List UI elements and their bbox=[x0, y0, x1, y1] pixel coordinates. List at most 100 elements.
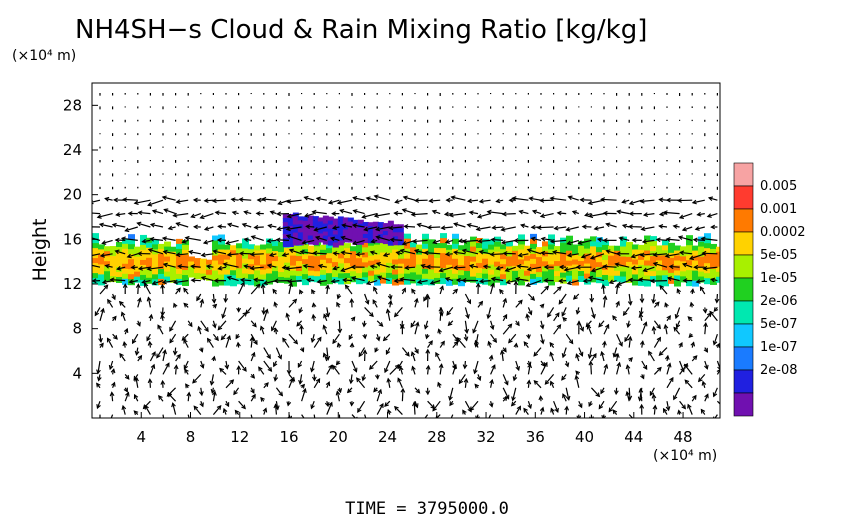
cloud-cell bbox=[322, 235, 329, 241]
wind-vector bbox=[643, 266, 655, 272]
cloud-cell bbox=[284, 267, 291, 274]
cloud-cell bbox=[530, 278, 537, 285]
wind-vector-head bbox=[446, 310, 451, 316]
wind-vector-head bbox=[549, 239, 555, 244]
cloud-cell bbox=[350, 261, 357, 268]
cloud-cell bbox=[292, 228, 299, 234]
wind-vector-head bbox=[273, 327, 279, 333]
wind-vector bbox=[533, 380, 542, 389]
wind-vector-head bbox=[528, 196, 534, 202]
wind-vector-head bbox=[349, 297, 355, 303]
cloud-cell bbox=[464, 256, 471, 263]
y-tick-label: 12 bbox=[63, 275, 82, 293]
cloud-cell bbox=[518, 259, 525, 266]
wind-vector bbox=[476, 226, 491, 231]
cloud-cell bbox=[326, 243, 333, 250]
wind-vector-head bbox=[112, 315, 117, 321]
y-tick-label: 8 bbox=[72, 320, 82, 338]
wind-vector-head bbox=[512, 376, 518, 382]
wind-vector-head bbox=[275, 237, 281, 243]
wind-vector bbox=[168, 226, 176, 230]
cloud-cell bbox=[206, 259, 213, 266]
cloud-cell bbox=[292, 220, 299, 226]
wind-vector bbox=[619, 237, 630, 241]
wind-vector bbox=[401, 347, 410, 357]
x-axis-unit: (×10⁴ m) bbox=[653, 448, 717, 464]
wind-vector-head bbox=[679, 250, 685, 256]
cloud-cell bbox=[578, 256, 585, 263]
wind-vector bbox=[215, 211, 227, 215]
cloud-cell bbox=[212, 235, 219, 242]
wind-vector-head bbox=[526, 334, 531, 340]
wind-vector bbox=[496, 199, 504, 203]
colorbar-label: 1e-05 bbox=[760, 271, 798, 286]
wind-vector-head bbox=[349, 401, 355, 407]
wind-vector bbox=[337, 199, 353, 204]
cloud-cell bbox=[716, 276, 720, 283]
wind-vector bbox=[629, 279, 642, 282]
cloud-cell bbox=[338, 243, 345, 250]
cloud-cell bbox=[236, 253, 243, 260]
cloud-cell bbox=[500, 264, 507, 271]
wind-vector bbox=[643, 213, 655, 216]
wind-vector bbox=[678, 236, 693, 241]
wind-vector bbox=[366, 197, 378, 201]
cloud-cell bbox=[644, 270, 651, 277]
cloud-cell bbox=[224, 264, 231, 271]
cloud-cell bbox=[494, 261, 501, 268]
wind-vector bbox=[316, 197, 327, 201]
wind-vector bbox=[588, 199, 605, 205]
wind-vector-head bbox=[330, 278, 336, 284]
wind-vector-head bbox=[286, 401, 292, 407]
wind-vector-head bbox=[621, 199, 627, 204]
wind-vector-head bbox=[316, 279, 322, 284]
wind-vector-head bbox=[393, 278, 399, 284]
wind-vector-head bbox=[324, 401, 330, 408]
cloud-cell bbox=[326, 253, 333, 260]
wind-vector-head bbox=[665, 406, 671, 412]
wind-vector bbox=[553, 324, 561, 335]
wind-vector-head bbox=[199, 298, 205, 304]
wind-vector-head bbox=[113, 334, 118, 340]
wind-vector-head bbox=[238, 197, 244, 202]
cloud-cell bbox=[272, 271, 279, 278]
wind-vector bbox=[212, 199, 227, 202]
wind-vector bbox=[387, 378, 391, 388]
cloud-cell bbox=[152, 279, 159, 286]
wind-vector-head bbox=[505, 279, 511, 285]
cloud-cell bbox=[452, 238, 459, 245]
wind-vector-head bbox=[226, 222, 233, 228]
cloud-cell bbox=[590, 251, 597, 258]
wind-vector-head bbox=[118, 300, 124, 306]
wind-vector bbox=[162, 350, 166, 362]
cloud-cell bbox=[284, 247, 291, 254]
cloud-cell bbox=[506, 251, 513, 258]
wind-vector bbox=[162, 196, 176, 201]
cloud-cell bbox=[566, 255, 573, 262]
wind-vector bbox=[411, 213, 428, 216]
cloud-cell bbox=[404, 278, 411, 285]
wind-vector-head bbox=[192, 197, 198, 203]
wind-vector bbox=[716, 293, 718, 303]
wind-vector bbox=[429, 199, 441, 202]
cloud-cell bbox=[518, 269, 525, 276]
wind-vector-head bbox=[387, 295, 393, 301]
cloud-cell bbox=[518, 274, 525, 281]
cloud-cell bbox=[620, 241, 627, 248]
wind-vector bbox=[369, 360, 378, 370]
wind-vector bbox=[432, 400, 441, 412]
wind-vector bbox=[567, 239, 579, 245]
wind-vector-head bbox=[445, 197, 451, 203]
cloud-cell bbox=[296, 266, 303, 273]
cloud-cell bbox=[224, 279, 231, 286]
cloud-cell bbox=[146, 242, 153, 249]
cloud-cell bbox=[416, 254, 423, 261]
cloud-cell bbox=[242, 243, 249, 250]
wind-vector-head bbox=[216, 405, 222, 410]
cloud-cell bbox=[260, 279, 267, 286]
cloud-cell bbox=[602, 259, 609, 266]
wind-vector bbox=[450, 414, 454, 418]
colorbar-label: 0.001 bbox=[760, 202, 797, 217]
cloud-cell bbox=[542, 251, 549, 258]
wind-vector-head bbox=[286, 369, 292, 375]
